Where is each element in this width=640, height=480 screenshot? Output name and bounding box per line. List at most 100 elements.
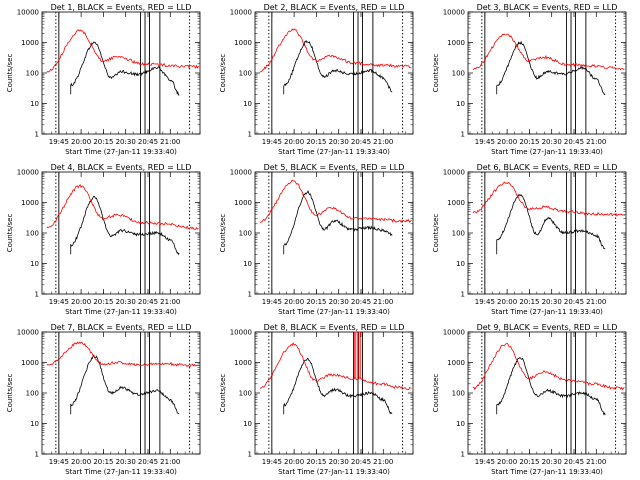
x-tick-label: 20:00	[497, 298, 517, 306]
y-tick-label: 1000	[21, 359, 39, 367]
y-axis-label: Counts/sec	[219, 54, 227, 93]
lld-series-line	[472, 33, 625, 71]
x-tick-label: 21:00	[160, 298, 180, 306]
detector-panel-9: Det 9, BLACK = Events, RED = LLD Counts/s…	[432, 323, 627, 476]
lld-spike	[353, 331, 357, 379]
x-tick-label: 20:15	[306, 298, 326, 306]
x-tick-label: 20:30	[116, 298, 136, 306]
y-tick-label: 10	[243, 420, 252, 428]
x-tick-label: 19:45	[475, 298, 495, 306]
y-tick-label: 1000	[447, 359, 465, 367]
y-axis-label: Counts/sec	[6, 54, 14, 93]
events-series-line	[496, 40, 606, 96]
detector-panel-4: Det 4, BLACK = Events, RED = LLD Counts/s…	[6, 163, 201, 316]
y-tick-label: 10	[456, 100, 465, 108]
x-tick-label: 20:15	[306, 138, 326, 146]
x-tick-label: 20:45	[564, 458, 584, 466]
y-tick-label: 10	[30, 100, 39, 108]
detector-panel-5: Det 5, BLACK = Events, RED = LLD Counts/s…	[219, 163, 414, 316]
y-tick-label: 10000	[443, 169, 465, 177]
x-tick-label: 20:15	[93, 138, 113, 146]
events-series-line	[283, 39, 393, 93]
x-tick-label: 21:00	[586, 138, 606, 146]
y-tick-label: 100	[452, 70, 465, 78]
x-tick-label: 20:45	[351, 298, 371, 306]
x-axis-label: Start Time (27-Jan-11 19:33:40)	[491, 148, 603, 156]
y-tick-label: 100	[239, 70, 252, 78]
x-tick-label: 20:00	[497, 458, 517, 466]
y-tick-label: 10000	[17, 9, 39, 17]
y-tick-label: 100	[239, 390, 252, 398]
y-tick-label: 10000	[17, 329, 39, 337]
x-tick-label: 20:30	[116, 458, 136, 466]
x-tick-label: 20:45	[138, 138, 158, 146]
lld-series-line	[46, 29, 199, 73]
x-tick-label: 19:45	[475, 138, 495, 146]
x-tick-label: 20:45	[351, 138, 371, 146]
y-tick-label: 1000	[234, 199, 252, 207]
x-axis-label: Start Time (27-Jan-11 19:33:40)	[65, 308, 177, 316]
panel-title: Det 4, BLACK = Events, RED = LLD	[51, 163, 192, 172]
y-tick-label: 10	[30, 260, 39, 268]
panel-title: Det 9, BLACK = Events, RED = LLD	[477, 323, 618, 332]
y-tick-label: 1	[35, 451, 39, 459]
detector-panel-2: Det 2, BLACK = Events, RED = LLD Counts/s…	[219, 3, 414, 156]
events-series-line	[496, 357, 606, 416]
plot-frame	[467, 171, 627, 295]
detector-panel-8: Det 8, BLACK = Events, RED = LLD Counts/s…	[219, 323, 414, 476]
panel-title: Det 7, BLACK = Events, RED = LLD	[51, 323, 192, 332]
x-tick-label: 19:45	[475, 458, 495, 466]
x-tick-label: 19:45	[49, 138, 69, 146]
detector-panel-7: Det 7, BLACK = Events, RED = LLD Counts/s…	[6, 323, 201, 476]
y-axis-label: Counts/sec	[432, 54, 440, 93]
y-tick-label: 10	[456, 260, 465, 268]
detector-panel-3: Det 3, BLACK = Events, RED = LLD Counts/s…	[432, 3, 627, 156]
lld-series-line	[259, 179, 412, 224]
x-axis-label: Start Time (27-Jan-11 19:33:40)	[491, 468, 603, 476]
y-tick-label: 1	[248, 131, 252, 139]
y-tick-label: 10	[30, 420, 39, 428]
x-tick-label: 20:15	[93, 298, 113, 306]
y-tick-label: 10000	[443, 9, 465, 17]
x-tick-label: 21:00	[160, 138, 180, 146]
plot-frame	[41, 331, 201, 455]
x-tick-label: 19:45	[49, 458, 69, 466]
x-tick-label: 20:15	[306, 458, 326, 466]
y-tick-label: 100	[26, 70, 39, 78]
x-axis-label: Start Time (27-Jan-11 19:33:40)	[65, 148, 177, 156]
x-tick-label: 20:15	[519, 298, 539, 306]
x-tick-label: 21:00	[373, 458, 393, 466]
x-tick-label: 20:30	[116, 138, 136, 146]
x-tick-label: 20:00	[284, 298, 304, 306]
y-tick-label: 1000	[21, 199, 39, 207]
y-axis-label: Counts/sec	[6, 214, 14, 253]
y-tick-label: 1000	[447, 199, 465, 207]
y-tick-label: 10000	[230, 329, 252, 337]
y-tick-label: 10000	[230, 9, 252, 17]
events-series-line	[70, 354, 180, 415]
x-tick-label: 20:00	[497, 138, 517, 146]
x-tick-label: 20:00	[71, 138, 91, 146]
x-axis-label: Start Time (27-Jan-11 19:33:40)	[278, 468, 390, 476]
x-tick-label: 20:15	[93, 458, 113, 466]
y-tick-label: 1	[35, 291, 39, 299]
y-tick-label: 100	[452, 390, 465, 398]
x-tick-label: 21:00	[586, 458, 606, 466]
y-tick-label: 100	[452, 230, 465, 238]
y-tick-label: 1000	[447, 39, 465, 47]
plot-frame	[467, 331, 627, 455]
panel-title: Det 6, BLACK = Events, RED = LLD	[477, 163, 618, 172]
y-tick-label: 1000	[234, 359, 252, 367]
x-tick-label: 20:30	[329, 138, 349, 146]
y-axis-label: Counts/sec	[219, 214, 227, 253]
events-series-line	[496, 193, 606, 250]
x-tick-label: 20:15	[519, 138, 539, 146]
y-tick-label: 10000	[230, 169, 252, 177]
y-tick-label: 100	[26, 230, 39, 238]
y-tick-label: 1000	[234, 39, 252, 47]
panel-title: Det 2, BLACK = Events, RED = LLD	[264, 3, 405, 12]
x-tick-label: 20:00	[71, 298, 91, 306]
x-tick-label: 21:00	[373, 298, 393, 306]
y-tick-label: 1	[35, 131, 39, 139]
